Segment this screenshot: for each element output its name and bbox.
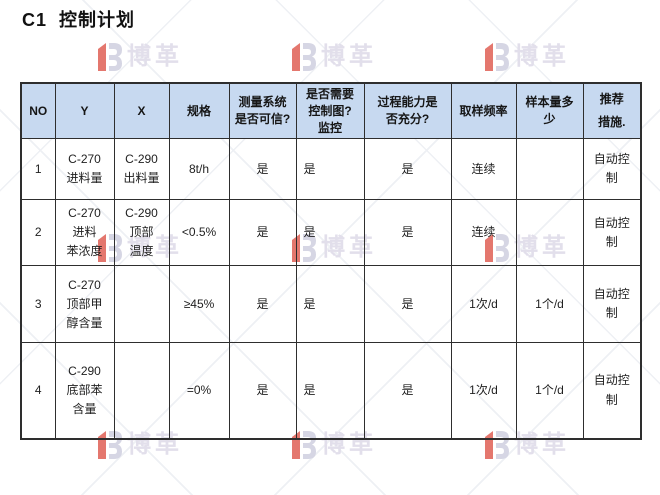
cell-sample: 1个/d: [515, 265, 584, 344]
cell-sample: [515, 199, 584, 267]
page-title: C1 控制计划: [22, 10, 136, 30]
cell-no: 4: [20, 342, 56, 440]
cell-frequency: 连续: [450, 199, 517, 267]
cell-spec: 8t/h: [168, 138, 230, 201]
watermark: 博革: [96, 40, 183, 74]
boge-logo-icon: [485, 43, 509, 71]
cell-y: C-270 进料 苯浓度: [54, 199, 115, 267]
table-row: 3 C-270 顶部甲 醇含量 ≥45% 是 是 是 1次/d 1个/d 自动控…: [20, 265, 642, 344]
cell-no: 2: [20, 199, 56, 267]
boge-logo-icon: [292, 43, 316, 71]
cell-sample: 1个/d: [515, 342, 584, 440]
table-header-row: NO Y X 规格 测量系统 是否可信? 是否需要 控制图? 监控 过程能力是 …: [20, 82, 642, 140]
cell-msa: 是: [228, 138, 297, 201]
table-row: 2 C-270 进料 苯浓度 C-290 顶部 温度 <0.5% 是 是 是 连…: [20, 199, 642, 267]
cell-y: C-290 底部苯 含量: [54, 342, 115, 440]
watermark-text: 博革: [127, 43, 183, 70]
header-sample-size: 样本量多 少: [515, 82, 584, 140]
cell-chart: 是: [295, 138, 365, 201]
cell-frequency: 1次/d: [450, 342, 517, 440]
cell-spec: <0.5%: [168, 199, 230, 267]
cell-msa: 是: [228, 342, 297, 440]
watermark-text: 博革: [321, 43, 377, 70]
cell-msa: 是: [228, 265, 297, 344]
header-x: X: [113, 82, 170, 140]
header-msa: 测量系统 是否可信?: [228, 82, 297, 140]
cell-spec: ≥45%: [168, 265, 230, 344]
boge-logo-icon: [98, 43, 122, 71]
cell-no: 3: [20, 265, 56, 344]
cell-chart: 是: [295, 342, 365, 440]
cell-action: 自动控 制: [582, 265, 642, 344]
cell-x: C-290 出料量: [113, 138, 170, 201]
watermark: 博革: [290, 40, 377, 74]
table-row: 4 C-290 底部苯 含量 =0% 是 是 是 1次/d 1个/d 自动控 制: [20, 342, 642, 440]
cell-capability: 是: [363, 342, 452, 440]
header-capability: 过程能力是 否充分?: [363, 82, 452, 140]
header-y: Y: [54, 82, 115, 140]
cell-capability: 是: [363, 265, 452, 344]
cell-chart: 是: [295, 199, 365, 267]
control-plan-table: NO Y X 规格 测量系统 是否可信? 是否需要 控制图? 监控 过程能力是 …: [20, 82, 642, 440]
cell-x: [113, 265, 170, 344]
cell-frequency: 1次/d: [450, 265, 517, 344]
header-spec: 规格: [168, 82, 230, 140]
cell-spec: =0%: [168, 342, 230, 440]
cell-frequency: 连续: [450, 138, 517, 201]
cell-action: 自动控 制: [582, 138, 642, 201]
cell-no: 1: [20, 138, 56, 201]
cell-y: C-270 顶部甲 醇含量: [54, 265, 115, 344]
header-frequency: 取样频率: [450, 82, 517, 140]
header-no: NO: [20, 82, 56, 140]
watermark-text: 博革: [514, 43, 570, 70]
header-chart: 是否需要 控制图? 监控: [295, 82, 365, 140]
watermark: 博革: [483, 40, 570, 74]
cell-capability: 是: [363, 199, 452, 267]
cell-chart: 是: [295, 265, 365, 344]
cell-msa: 是: [228, 199, 297, 267]
cell-capability: 是: [363, 138, 452, 201]
cell-sample: [515, 138, 584, 201]
cell-action: 自动控 制: [582, 199, 642, 267]
cell-x: C-290 顶部 温度: [113, 199, 170, 267]
table-row: 1 C-270 进料量 C-290 出料量 8t/h 是 是 是 连续 自动控 …: [20, 138, 642, 201]
header-action: 推荐 措施.: [582, 82, 642, 140]
cell-x: [113, 342, 170, 440]
cell-action: 自动控 制: [582, 342, 642, 440]
cell-y: C-270 进料量: [54, 138, 115, 201]
